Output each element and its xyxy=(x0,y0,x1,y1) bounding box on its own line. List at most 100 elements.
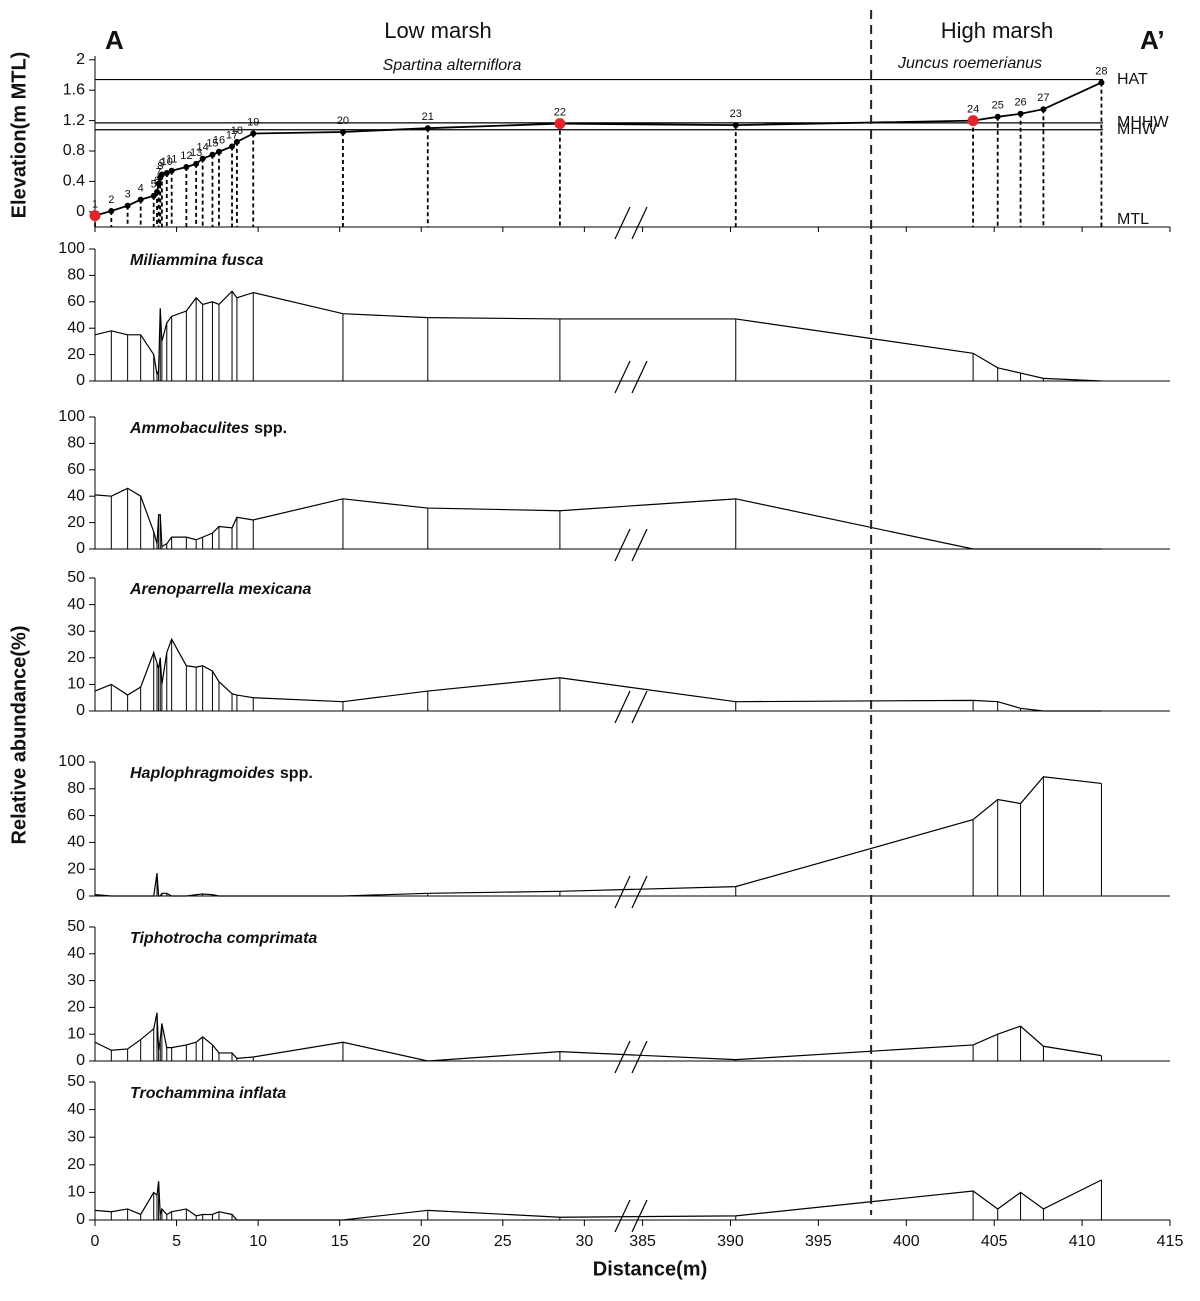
abundance-line xyxy=(94,1012,1102,1062)
axis-break xyxy=(614,360,631,394)
sample-label: 1 xyxy=(92,199,98,211)
x-tick-label: 20 xyxy=(412,1233,430,1250)
species-label: Ammobaculites spp. xyxy=(129,420,287,437)
sample-point xyxy=(215,148,222,155)
axis-break xyxy=(631,1040,648,1074)
sample-point xyxy=(163,170,170,177)
sample-point xyxy=(339,129,346,135)
reference-label: HAT xyxy=(1117,71,1148,88)
y-tick-label: 80 xyxy=(67,780,85,797)
y-tick-label: 0.8 xyxy=(63,142,85,159)
y-tick-label: 20 xyxy=(67,346,85,363)
y-tick-label: 40 xyxy=(67,487,85,504)
y-tick-label: 10 xyxy=(67,676,85,693)
x-tick-label: 410 xyxy=(1069,1233,1096,1250)
sample-point xyxy=(209,151,216,158)
sample-point xyxy=(124,202,131,209)
y-tick-label: 50 xyxy=(67,569,85,586)
x-axis-label: Distance(m) xyxy=(593,1258,707,1280)
x-tick-label: 415 xyxy=(1157,1233,1184,1250)
y-tick-label: 60 xyxy=(67,293,85,310)
y-axis-label: Relative abundance(%) xyxy=(8,626,30,845)
y-tick-label: 30 xyxy=(67,1128,85,1145)
sample-label: 22 xyxy=(554,107,566,119)
y-tick-label: 2 xyxy=(76,51,85,68)
sample-point xyxy=(967,115,979,127)
y-tick-label: 0 xyxy=(76,540,85,557)
x-tick-label: 10 xyxy=(249,1233,267,1250)
species-name: Ammobaculites xyxy=(129,420,249,437)
y-tick-label: 40 xyxy=(67,596,85,613)
species-label: Tiphotrocha comprimata xyxy=(130,930,317,947)
y-tick-label: 0 xyxy=(76,702,85,719)
y-tick-label: 0 xyxy=(76,1052,85,1069)
y-tick-label: 50 xyxy=(67,1073,85,1090)
y-tick-label: 40 xyxy=(67,319,85,336)
sample-label: 15 xyxy=(206,138,218,150)
species-label: Arenoparrella mexicana xyxy=(129,581,312,598)
x-tick-label: 405 xyxy=(981,1233,1008,1250)
y-tick-label: 100 xyxy=(58,240,85,257)
sample-point xyxy=(994,113,1001,120)
zone-name: High marsh xyxy=(941,18,1053,43)
axis-break xyxy=(614,1040,631,1074)
y-tick-label: 30 xyxy=(67,622,85,639)
sample-point xyxy=(1098,79,1105,86)
sample-label: 21 xyxy=(422,111,434,123)
y-tick-label: 0 xyxy=(76,887,85,904)
elevation-line xyxy=(94,81,1102,217)
sample-point xyxy=(229,143,236,150)
y-tick-label: 20 xyxy=(67,649,85,666)
species-qualifier: spp. xyxy=(280,765,313,782)
sample-point xyxy=(424,125,431,132)
y-tick-label: 1.2 xyxy=(63,112,85,129)
y-tick-label: 100 xyxy=(58,408,85,425)
sample-label: 25 xyxy=(992,100,1004,112)
sample-label: 13 xyxy=(190,147,202,159)
reference-label: MHW xyxy=(1117,121,1158,138)
sample-point xyxy=(250,130,257,137)
abundance-line xyxy=(94,776,1102,897)
y-tick-label: 1.6 xyxy=(63,81,85,98)
sample-label: 28 xyxy=(1095,66,1107,78)
species-name: Tiphotrocha comprimata xyxy=(130,930,317,947)
y-tick-label: 0.4 xyxy=(63,173,85,190)
axis-break xyxy=(631,528,648,562)
species-name: Miliammina fusca xyxy=(130,252,263,269)
sample-point xyxy=(732,122,739,129)
sample-label: 11 xyxy=(166,154,177,166)
abundance-line xyxy=(94,1179,1102,1221)
y-tick-label: 0 xyxy=(76,372,85,389)
axis-break xyxy=(631,690,648,724)
sample-label: 27 xyxy=(1037,92,1049,104)
sample-label: 16 xyxy=(213,135,225,147)
zone-name: Low marsh xyxy=(384,18,492,43)
species-qualifier: spp. xyxy=(254,420,287,437)
y-tick-label: 20 xyxy=(67,999,85,1016)
y-tick-label: 0 xyxy=(76,203,85,220)
sample-label: 12 xyxy=(180,150,192,162)
sample-label: 9 xyxy=(159,157,165,169)
axis-break xyxy=(614,528,631,562)
x-tick-label: 30 xyxy=(575,1233,593,1250)
species-name: Haplophragmoides xyxy=(130,765,275,782)
sample-label: 26 xyxy=(1014,97,1026,109)
axis-break xyxy=(631,206,648,240)
sample-label: 14 xyxy=(197,142,209,154)
species-label: Trochammina inflata xyxy=(130,1085,286,1102)
sample-label: 2 xyxy=(108,194,114,206)
abundance-line xyxy=(94,637,1102,712)
sample-label: 19 xyxy=(247,116,259,128)
sample-label: 6 xyxy=(154,175,160,187)
sample-point xyxy=(158,171,165,178)
sample-point xyxy=(108,208,115,215)
y-tick-label: 80 xyxy=(67,435,85,452)
abundance-line xyxy=(94,487,1102,550)
axis-break xyxy=(631,360,648,394)
y-tick-label: 80 xyxy=(67,267,85,284)
y-tick-label: 60 xyxy=(67,461,85,478)
sample-label: 18 xyxy=(231,125,243,137)
sample-point xyxy=(89,210,101,222)
y-tick-label: 100 xyxy=(58,753,85,770)
